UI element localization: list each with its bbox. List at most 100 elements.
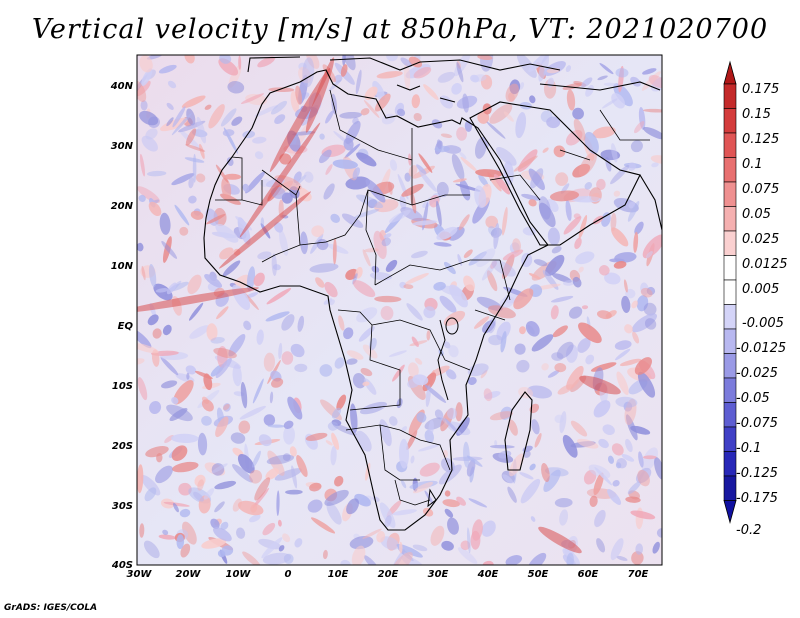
downdraft-patch [545, 254, 565, 277]
lat-tick-label: 20N [111, 201, 134, 212]
downdraft-patch [257, 251, 272, 260]
lon-tick-label: 70E [628, 569, 649, 580]
updraft-patch [325, 164, 333, 175]
downdraft-patch [278, 342, 283, 360]
updraft-patch [263, 352, 276, 372]
colorbar-label: 0.05 [742, 207, 771, 222]
downdraft-patch [231, 116, 243, 126]
downdraft-patch [192, 153, 197, 183]
lat-tick-label: 20S [112, 441, 133, 452]
updraft-patch [162, 236, 172, 263]
updraft-patch [423, 84, 439, 101]
downdraft-patch [274, 114, 286, 125]
downdraft-patch [527, 324, 535, 335]
downdraft-patch [646, 286, 656, 296]
downdraft-patch [166, 102, 174, 110]
colorbar-label: -0.175 [736, 491, 778, 506]
downdraft-patch [162, 529, 169, 536]
downdraft-patch [327, 243, 349, 254]
downdraft-patch [188, 302, 204, 321]
downdraft-patch [434, 409, 444, 420]
downdraft-patch [594, 509, 606, 528]
downdraft-patch [220, 521, 229, 530]
downdraft-patch [138, 194, 146, 202]
downdraft-patch [585, 354, 595, 365]
downdraft-patch [636, 295, 649, 312]
downdraft-patch [236, 527, 246, 539]
downdraft-patch [466, 527, 471, 554]
downdraft-patch [652, 541, 660, 554]
downdraft-patch [412, 220, 437, 226]
lon-tick-label: 10E [328, 569, 349, 580]
downdraft-patch [530, 516, 536, 522]
updraft-patch [185, 128, 197, 146]
updraft-patch [158, 534, 176, 540]
downdraft-patch [488, 334, 503, 346]
updraft-patch [589, 495, 598, 507]
downdraft-patch [538, 55, 550, 82]
updraft-patch [374, 199, 399, 213]
updraft-patch [374, 295, 402, 303]
downdraft-patch [572, 107, 584, 120]
updraft-patch [362, 381, 370, 387]
field-patches [137, 55, 662, 565]
downdraft-patch [331, 93, 338, 115]
downdraft-patch [342, 55, 346, 66]
downdraft-patch [384, 515, 392, 528]
downdraft-patch [455, 183, 481, 192]
downdraft-patch [611, 93, 625, 109]
updraft-patch [413, 67, 432, 79]
updraft-patch [137, 80, 151, 97]
updraft-patch [542, 147, 549, 153]
downdraft-patch [193, 491, 204, 502]
updraft-patch [578, 266, 584, 273]
updraft-patch [265, 468, 279, 480]
updraft-patch [332, 238, 337, 265]
downdraft-patch [302, 57, 315, 88]
downdraft-patch [603, 82, 618, 87]
downdraft-patch [400, 57, 413, 68]
downdraft-patch [607, 455, 615, 464]
updraft-patch [406, 430, 418, 451]
updraft-patch [197, 479, 204, 491]
updraft-patch [306, 55, 320, 69]
downdraft-patch [237, 453, 255, 474]
updraft-patch [376, 531, 386, 543]
updraft-patch [380, 305, 394, 321]
downdraft-patch [525, 321, 540, 337]
downdraft-patch [530, 168, 544, 189]
strong-updraft-streak [239, 122, 321, 238]
strong-updraft-streak [305, 57, 335, 133]
downdraft-patch [600, 149, 621, 161]
downdraft-patch [242, 183, 250, 192]
downdraft-patch [159, 212, 171, 235]
downdraft-patch [166, 282, 177, 295]
downdraft-patch [303, 171, 314, 183]
updraft-patch [444, 490, 451, 497]
downdraft-patch [383, 233, 392, 239]
updraft-patch [325, 440, 333, 446]
downdraft-patch [333, 74, 343, 83]
downdraft-patch [514, 343, 526, 355]
downdraft-patch [601, 212, 611, 227]
downdraft-patch [343, 327, 354, 340]
downdraft-patch [331, 407, 342, 419]
downdraft-patch [448, 345, 459, 358]
downdraft-patch [137, 329, 152, 349]
updraft-patch [529, 273, 541, 280]
updraft-patch [223, 403, 230, 411]
downdraft-patch [468, 498, 488, 508]
downdraft-patch [222, 129, 235, 137]
downdraft-patch [616, 458, 627, 469]
downdraft-patch [640, 282, 649, 295]
downdraft-patch [565, 199, 572, 222]
downdraft-patch [290, 343, 305, 358]
downdraft-patch [416, 164, 427, 175]
downdraft-patch [278, 229, 289, 256]
downdraft-patch [467, 377, 477, 385]
downdraft-patch [214, 501, 225, 513]
downdraft-patch [438, 415, 462, 435]
colorbar-segment [723, 451, 737, 477]
downdraft-patch [144, 487, 157, 502]
downdraft-patch [160, 356, 179, 376]
